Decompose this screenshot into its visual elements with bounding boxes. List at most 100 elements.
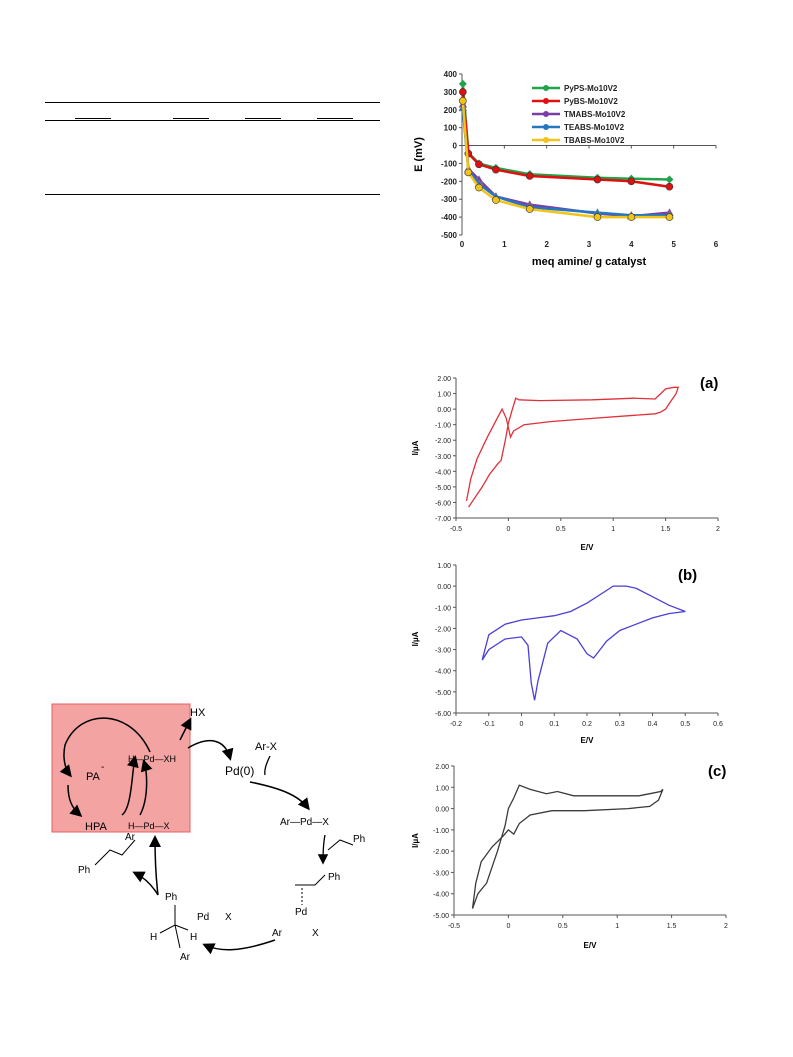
x-tick-label: 0.2 [582,721,592,728]
y-tick-label: 0 [453,142,458,151]
x-tick-label: 0.5 [556,526,566,533]
x-tick-label: 0.6 [713,721,723,728]
arrow [132,871,159,896]
ar-label-3: Ar [125,832,136,843]
series-line [481,585,686,701]
x-tick-label: 0.5 [680,721,690,728]
x-tick-label: 0 [460,240,465,249]
legend-entry: TEABS-Mo10V2 [564,123,625,132]
alkene-bonds [295,874,326,886]
legend-entry: TMABS-Mo10V2 [564,110,626,119]
y-tick-label: -7.00 [435,516,451,523]
series-line [465,386,680,508]
y-tick-label: 1.00 [437,563,451,570]
y-axis-label: I/µA [411,833,420,848]
ph-label-3: Ph [165,892,177,903]
y-tick-label: -4.00 [435,669,451,676]
x-tick-label: 0.5 [558,923,568,930]
product-bonds [94,839,136,866]
arpdx-label: Ar—Pd—X [280,817,329,828]
y-tick-label: 0.00 [437,407,451,414]
table-bottom-rule [45,194,380,195]
x-tick-label: 2 [716,526,720,533]
x-tick-label: 0 [506,923,510,930]
x-tick-label: 0 [520,721,524,728]
data-point [492,165,500,174]
y-tick-label: 0.00 [435,807,449,814]
x-tick-label: 6 [714,240,719,249]
legend-entry: PyPS-Mo10V2 [564,84,618,93]
hpdxh-label: H—Pd—XH [128,754,176,764]
x-tick-label: 0.4 [648,721,658,728]
y-tick-label: 1.00 [435,785,449,792]
x-tick-label: -0.5 [450,526,462,533]
x-tick-label: 2 [724,923,728,930]
data-point [665,213,674,221]
data-point [459,97,467,105]
x-tick-label: 5 [671,240,676,249]
y-tick-label: -200 [441,177,458,186]
data-point [464,168,473,177]
y-axis-label: I/µA [411,440,420,455]
x-label-2: X [225,912,232,923]
y-tick-label: 2.00 [435,764,449,771]
curved-arrow [121,755,139,816]
ar-label: Ar [272,928,283,939]
data-point [492,196,500,204]
x-tick-label: -0.5 [448,923,460,930]
y-tick-label: 1.00 [437,392,451,399]
pa-charge: - [101,762,104,773]
x-axis-label: meq amine/ g catalyst [532,256,647,268]
ph-label-4: Ph [78,865,90,876]
x-tick-label: 1 [502,240,507,249]
pa-label: PA [86,771,101,783]
x-tick-label: 4 [629,240,634,249]
legend-marker [543,85,549,91]
y-tick-label: -300 [441,195,458,204]
ph-label: Ph [353,834,365,845]
panel-label: (b) [678,567,697,584]
legend-entry: PyBS-Mo10V2 [564,97,618,106]
data-point [475,160,483,169]
mechanism-scheme: PA - HPA H—Pd—XH H—Pd—X HX Pd(0) Ar-X Ar… [51,703,365,963]
table-header-dash [173,118,209,119]
x-axis-label: E/V [584,941,598,950]
x-tick-label: -0.1 [483,721,495,728]
x-tick-label: 2 [544,240,549,249]
data-point [458,79,467,88]
arx-label: Ar-X [255,741,278,753]
y-tick-label: -5.00 [433,913,449,920]
hpdx-label: H—Pd—X [128,821,170,831]
y-tick-label: -5.00 [435,485,451,492]
arrow [179,717,192,741]
data-point [627,213,636,221]
table-header-rule [45,120,380,121]
pd-label: Pd [295,907,307,918]
y-tick-label: -2.00 [435,438,451,445]
ar-label-2: Ar [180,952,191,963]
y-tick-label: -1.00 [433,828,449,835]
pd-label-2: Pd [197,912,209,923]
x-tick-label: 1 [615,923,619,930]
y-tick-label: -1.00 [435,605,451,612]
y-tick-label: -400 [441,213,458,222]
y-tick-label: -2.00 [435,626,451,633]
y-tick-label: -5.00 [435,690,451,697]
table-header-dash [75,118,111,119]
legend-marker [543,111,549,117]
hpa-label: HPA [85,821,107,833]
arrow [187,739,234,761]
x-tick-label: 1.5 [667,923,677,930]
curved-arrow [67,784,83,817]
table-header-dash [245,118,281,119]
table-header-dash [317,118,353,119]
data-point [593,213,602,221]
arrow [264,755,271,776]
x-tick-label: 3 [587,240,592,249]
x-axis-label: E/V [581,543,595,552]
table-top-rule [45,102,380,103]
hx-label: HX [190,707,206,719]
y-tick-label: 2.00 [437,376,451,383]
cv-chart-a: 2.00 1.00 0.00 -1.00 -2.00 -3.00 -4.00 -5.00 -6.… [411,375,720,552]
